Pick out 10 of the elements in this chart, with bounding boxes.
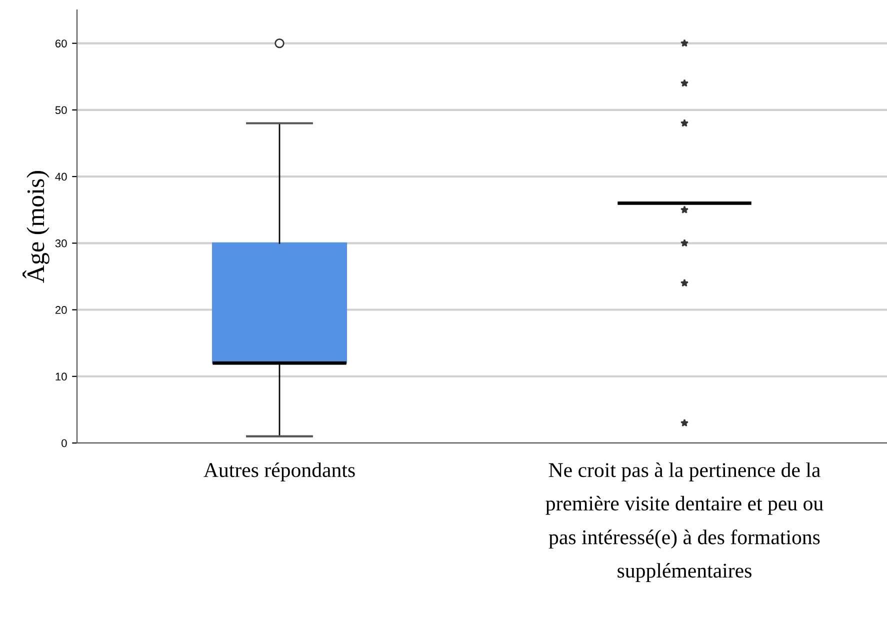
y-axis-title: Âge (mois) xyxy=(22,171,50,283)
y-tick-label: 60 xyxy=(55,40,67,48)
y-tick-label: 40 xyxy=(55,172,67,181)
y-tick-label: 20 xyxy=(55,306,67,314)
x-tick-label: Autres répondants xyxy=(204,462,355,482)
y-tick-label: 0 xyxy=(62,439,67,448)
x-tick-label: Ne croit pas à la pertinence de la première visite dentaire et peu ou pas intéressé(e) à des formations supplémentaires xyxy=(546,462,824,582)
y-tick-label: 10 xyxy=(56,372,67,381)
y-tick-label: 50 xyxy=(55,106,67,114)
y-tick-label: 30 xyxy=(55,239,67,248)
